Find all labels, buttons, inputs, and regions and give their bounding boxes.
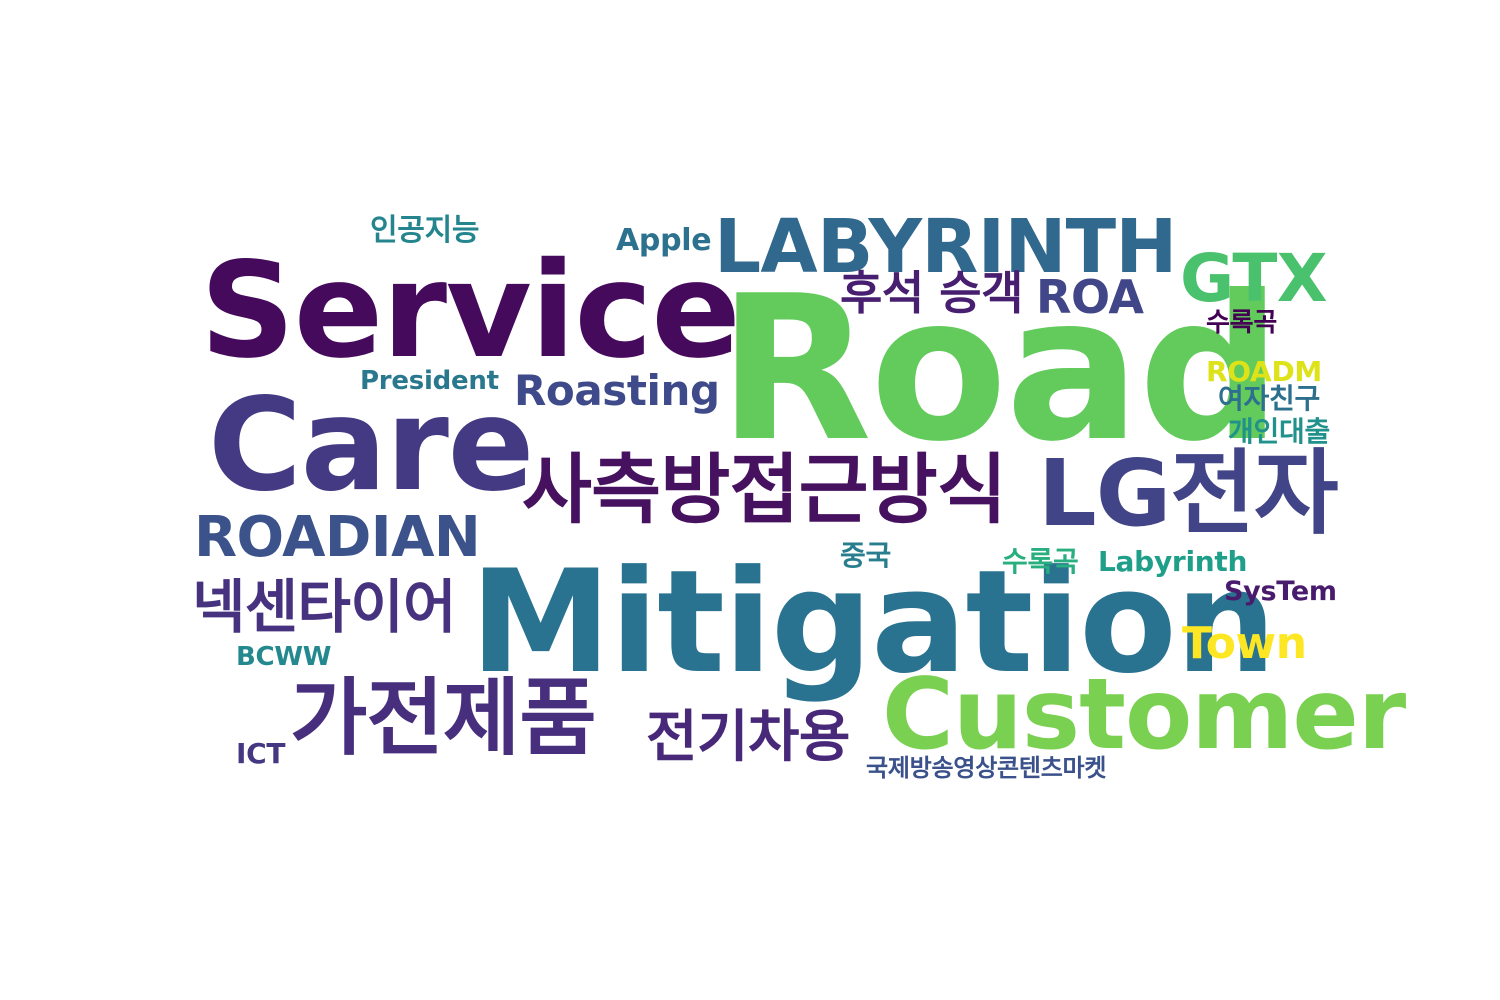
word-girlfriend: 여자친구 <box>1218 382 1320 415</box>
word-apple: Apple <box>616 223 712 258</box>
word-tracklist-1: 수록곡 <box>1206 308 1277 338</box>
word-ev-use: 전기차용 <box>646 705 850 770</box>
word-ai: 인공지능 <box>370 213 480 248</box>
word-nexen-tire: 넥센타이어 <box>192 573 456 641</box>
word-rear-passenger: 후석 승객 <box>840 266 1023 320</box>
word-china: 중국 <box>840 539 891 572</box>
word-roa: ROA <box>1036 270 1144 324</box>
word-president: President <box>360 366 499 396</box>
word-side-approach: 사측방접근방식 <box>522 445 1007 534</box>
word-broadcast-market: 국제방송영상콘텐츠마켓 <box>866 754 1107 782</box>
word-lg-electronics: LG전자 <box>1038 440 1339 547</box>
word-customer: Customer <box>882 658 1406 772</box>
word-gtx: GTX <box>1180 240 1328 317</box>
word-town: Town <box>1182 618 1307 669</box>
word-home-appliances: 가전제품 <box>290 669 597 767</box>
word-personal-loan: 개인대출 <box>1228 415 1330 448</box>
word-roadian: ROADIAN <box>194 505 481 570</box>
word-care: Care <box>208 371 534 520</box>
word-tracklist-2: 수록곡 <box>1002 545 1079 578</box>
word-roadm: ROADM <box>1206 355 1322 388</box>
word-labyrinth-caps: LABYRINTH <box>714 204 1177 290</box>
word-ict: ICT <box>236 737 286 770</box>
word-system: SysTem <box>1224 576 1337 607</box>
word-service: Service <box>200 234 741 388</box>
word-roasting: Roasting <box>514 366 720 415</box>
word-labyrinth: Labyrinth <box>1098 545 1248 578</box>
word-bcww: BCWW <box>236 642 332 672</box>
word-mitigation: Mitigation <box>470 540 1276 705</box>
word-road: Road <box>718 253 1282 486</box>
